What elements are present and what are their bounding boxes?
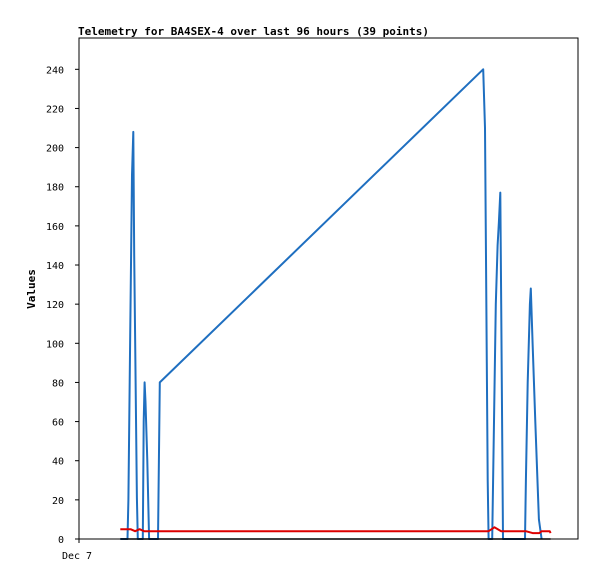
y-tick-label: 120 [46, 300, 64, 311]
y-tick-label: 80 [52, 378, 64, 389]
y-tick-label: 240 [46, 65, 64, 76]
y-axis-label: Values [25, 269, 38, 309]
chart-title: Telemetry for BA4SEX-4 over last 96 hour… [78, 25, 429, 38]
series-line-1 [120, 68, 543, 540]
y-axis: 0 20 40 60 80 100 120 140 160 180 200 220 240 [46, 65, 79, 546]
y-tick-label: 60 [52, 418, 64, 429]
series-line-2 [120, 526, 552, 535]
y-tick-label: 160 [46, 222, 64, 233]
series-group [120, 68, 552, 540]
y-tick-label: 40 [52, 457, 64, 468]
y-tick-label: 140 [46, 261, 64, 272]
y-tick-label: 20 [52, 496, 64, 507]
y-tick-label: 200 [46, 144, 64, 155]
y-tick-label: 220 [46, 104, 64, 115]
y-tick-label: 0 [58, 535, 64, 546]
y-tick-label: 180 [46, 183, 64, 194]
x-axis: Dec 7 [62, 539, 92, 562]
x-tick-label: Dec 7 [62, 551, 92, 562]
y-tick-label: 100 [46, 339, 64, 350]
